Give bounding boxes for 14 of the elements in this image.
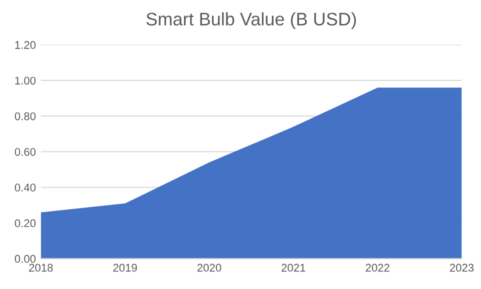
y-tick-label: 0.20	[14, 219, 36, 228]
y-tick-label: 1.00	[15, 76, 36, 85]
y-tick-label: 0.00	[14, 254, 36, 263]
x-tick-label: 2019	[113, 264, 137, 272]
x-tick-label: 2022	[366, 264, 390, 272]
x-tick-label: 2023	[450, 264, 474, 272]
y-tick-label: 0.40	[14, 184, 36, 192]
x-tick-label: 2020	[197, 264, 222, 272]
y-tick-label: 1.20	[15, 41, 36, 49]
x-tick-label: 2021	[282, 264, 306, 272]
chart-title: Smart Bulb Value (B USD)	[146, 12, 356, 30]
y-tick-label: 0.60	[14, 148, 36, 156]
x-tick-label: 2018	[29, 264, 53, 272]
y-tick-label: 0.80	[14, 112, 36, 120]
